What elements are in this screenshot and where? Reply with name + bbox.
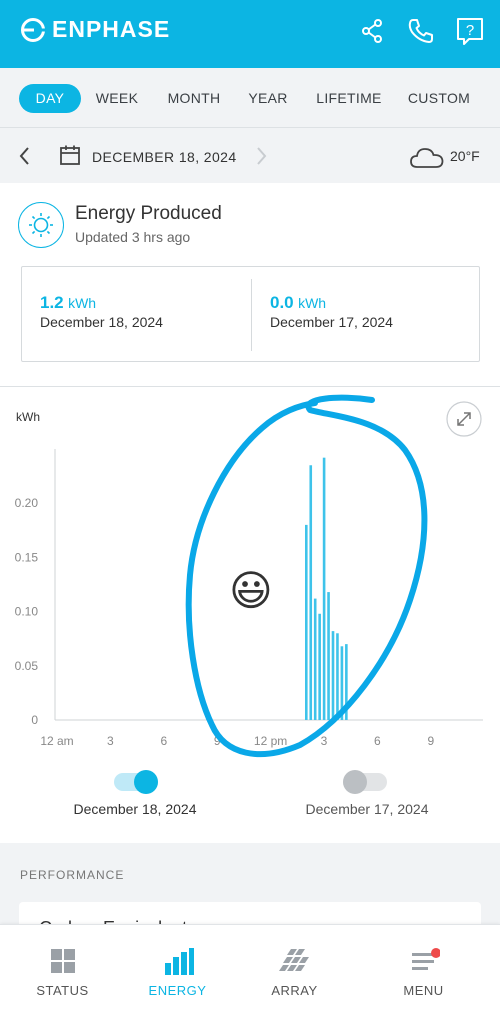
nav-energy-label: ENERGY xyxy=(148,983,207,998)
tab-lifetime[interactable]: LIFETIME xyxy=(316,90,382,106)
toggle-knob xyxy=(134,770,158,794)
y-tick-label: 0.05 xyxy=(15,659,39,673)
energy-bar[interactable] xyxy=(327,592,330,720)
previous-energy-stat: 0.0 kWh December 17, 2024 xyxy=(270,293,393,330)
energy-bar[interactable] xyxy=(322,457,326,720)
x-tick-label: 12 pm xyxy=(254,734,287,748)
prev-date-chevron-icon[interactable] xyxy=(14,144,36,173)
current-energy-unit: kWh xyxy=(68,295,97,311)
enphase-logo: ENPHASE xyxy=(20,16,170,43)
nav-status-label: STATUS xyxy=(36,983,89,998)
bottom-navigation: STATUS ENERGY ARRAY MENU xyxy=(0,924,500,1012)
calendar-icon[interactable] xyxy=(59,144,81,171)
notification-dot xyxy=(431,948,440,958)
stats-divider xyxy=(251,279,252,351)
tab-custom[interactable]: CUSTOM xyxy=(407,90,471,106)
x-tick-label: 3 xyxy=(321,734,328,748)
x-tick-label: 9 xyxy=(214,734,221,748)
expand-chart-icon[interactable] xyxy=(446,401,482,437)
tab-day[interactable]: DAY xyxy=(19,84,81,113)
x-tick-label: 3 xyxy=(107,734,114,748)
brand-name: ENPHASE xyxy=(52,16,171,42)
current-energy-stat: 1.2 kWh December 18, 2024 xyxy=(40,293,163,330)
legend-label-current: December 18, 2024 xyxy=(73,801,197,817)
y-tick-label: 0.20 xyxy=(15,496,39,510)
energy-produced-title: Energy Produced xyxy=(75,203,222,224)
legend-toggle-previous[interactable] xyxy=(343,770,387,794)
x-tick-label: 9 xyxy=(427,734,434,748)
help-icon[interactable]: ? xyxy=(455,16,485,46)
sun-icon xyxy=(18,202,64,248)
nav-menu-label: MENU xyxy=(403,983,444,998)
chart-separator xyxy=(0,386,500,387)
current-energy-value: 1.2 xyxy=(40,293,64,312)
status-grid-icon xyxy=(51,949,75,973)
energy-summary: 1.2 kWh December 18, 2024 0.0 kWh Decemb… xyxy=(21,266,480,362)
legend-toggle-current[interactable] xyxy=(114,770,158,794)
tab-week[interactable]: WEEK xyxy=(95,90,139,106)
energy-bars-icon xyxy=(165,948,194,975)
previous-energy-value: 0.0 xyxy=(270,293,294,312)
x-tick-label: 12 am xyxy=(40,734,73,748)
current-energy-date: December 18, 2024 xyxy=(40,314,163,330)
energy-bar[interactable] xyxy=(336,633,339,720)
next-date-chevron-icon xyxy=(250,144,272,173)
y-tick-label: 0.10 xyxy=(15,605,39,619)
previous-energy-date: December 17, 2024 xyxy=(270,314,393,330)
performance-section-title: PERFORMANCE xyxy=(20,868,125,882)
energy-bar[interactable] xyxy=(345,644,348,720)
nav-energy[interactable]: ENERGY xyxy=(115,925,240,1012)
energy-bar[interactable] xyxy=(340,646,344,720)
solar-array-icon xyxy=(279,949,309,971)
x-tick-label: 6 xyxy=(374,734,381,748)
nav-array-label: ARRAY xyxy=(271,983,318,998)
updated-status: Updated 3 hrs ago xyxy=(75,229,191,245)
app-header: ENPHASE ? xyxy=(0,0,500,68)
x-tick-label: 6 xyxy=(160,734,167,748)
energy-bar[interactable] xyxy=(309,465,313,720)
share-icon[interactable] xyxy=(357,16,387,46)
y-tick-label: 0 xyxy=(31,713,38,727)
temperature: 20°F xyxy=(450,148,480,164)
energy-bar[interactable] xyxy=(313,598,317,720)
menu-icon xyxy=(412,948,440,970)
selected-date[interactable]: DECEMBER 18, 2024 xyxy=(92,149,237,165)
toggle-knob xyxy=(343,770,367,794)
energy-panel: Energy Produced Updated 3 hrs ago 1.2 kW… xyxy=(0,183,500,843)
previous-energy-unit: kWh xyxy=(298,295,327,311)
nav-array[interactable]: ARRAY xyxy=(232,925,357,1012)
cloud-icon xyxy=(409,144,445,175)
date-navigation: DECEMBER 18, 2024 20°F xyxy=(0,129,500,183)
tab-month[interactable]: MONTH xyxy=(167,90,221,106)
period-tabs: DAY WEEK MONTH YEAR LIFETIME CUSTOM xyxy=(0,68,500,128)
smiley-emoji-icon: 😃 xyxy=(229,567,273,614)
svg-text:?: ? xyxy=(466,22,474,39)
y-axis-label: kWh xyxy=(16,410,40,424)
tab-year[interactable]: YEAR xyxy=(248,90,288,106)
y-tick-label: 0.15 xyxy=(15,550,39,564)
nav-menu[interactable]: MENU xyxy=(361,925,486,1012)
energy-bar[interactable] xyxy=(305,524,308,720)
enphase-logo-icon xyxy=(21,17,46,42)
legend-label-previous: December 17, 2024 xyxy=(305,801,429,817)
energy-bar[interactable] xyxy=(331,631,335,720)
energy-bar[interactable] xyxy=(318,613,321,720)
phone-icon[interactable] xyxy=(406,16,436,46)
nav-status[interactable]: STATUS xyxy=(0,925,125,1012)
